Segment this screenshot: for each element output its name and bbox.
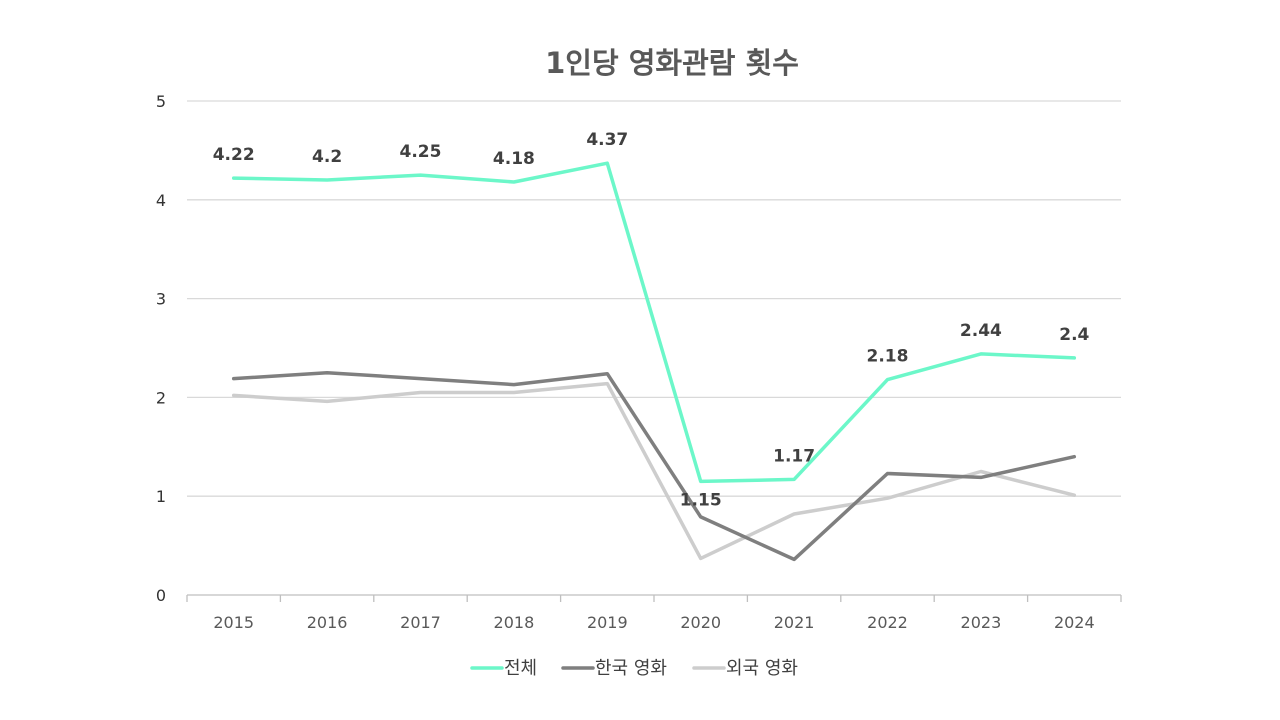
data-label: 1.15 bbox=[680, 490, 722, 510]
series-lines bbox=[231, 161, 1077, 562]
series-line-2 bbox=[231, 370, 1077, 562]
series-line-1 bbox=[231, 161, 1077, 484]
legend-label: 한국 영화 bbox=[595, 658, 667, 679]
x-tick-label: 2019 bbox=[587, 613, 628, 632]
x-tick-label: 2024 bbox=[1054, 613, 1095, 632]
x-tick-label: 2016 bbox=[307, 613, 348, 632]
y-tick-label: 1 bbox=[156, 487, 166, 506]
y-axis: 0 1 2 3 4 5 bbox=[156, 92, 166, 605]
legend: 전체 한국 영화 외국 영화 bbox=[470, 658, 798, 679]
x-tick-label: 2021 bbox=[774, 613, 815, 632]
data-label: 4.25 bbox=[400, 142, 442, 162]
legend-label: 외국 영화 bbox=[726, 658, 798, 679]
data-label: 2.4 bbox=[1059, 325, 1089, 345]
data-labels: 4.22 4.2 4.25 4.18 4.37 1.15 1.17 2.18 2.44 2.4 bbox=[213, 130, 1090, 510]
data-label: 4.18 bbox=[493, 149, 535, 169]
x-tick-label: 2023 bbox=[961, 613, 1002, 632]
series-line-3 bbox=[231, 381, 1077, 561]
data-label: 4.37 bbox=[586, 130, 628, 150]
data-label: 4.22 bbox=[213, 145, 255, 165]
data-label: 2.44 bbox=[960, 321, 1002, 341]
data-label: 2.18 bbox=[867, 347, 909, 367]
y-tick-label: 2 bbox=[156, 388, 166, 407]
y-tick-label: 5 bbox=[156, 92, 166, 111]
x-tick-label: 2018 bbox=[494, 613, 535, 632]
x-tick-label: 2015 bbox=[213, 613, 254, 632]
legend-label: 전체 bbox=[504, 658, 537, 679]
chart-title: 1인당 영화관람 횟수 bbox=[545, 46, 799, 80]
data-label: 1.17 bbox=[773, 446, 815, 466]
x-axis: 2015 2016 2017 2018 2019 2020 2021 2022 2023 2024 bbox=[186, 594, 1122, 632]
y-tick-label: 4 bbox=[156, 191, 166, 210]
x-tick-label: 2020 bbox=[680, 613, 721, 632]
x-tick-label: 2022 bbox=[867, 613, 908, 632]
gridlines bbox=[187, 100, 1121, 497]
data-label: 4.2 bbox=[312, 147, 342, 167]
y-tick-label: 3 bbox=[156, 290, 166, 309]
y-tick-label: 0 bbox=[156, 586, 166, 605]
x-tick-label: 2017 bbox=[400, 613, 441, 632]
